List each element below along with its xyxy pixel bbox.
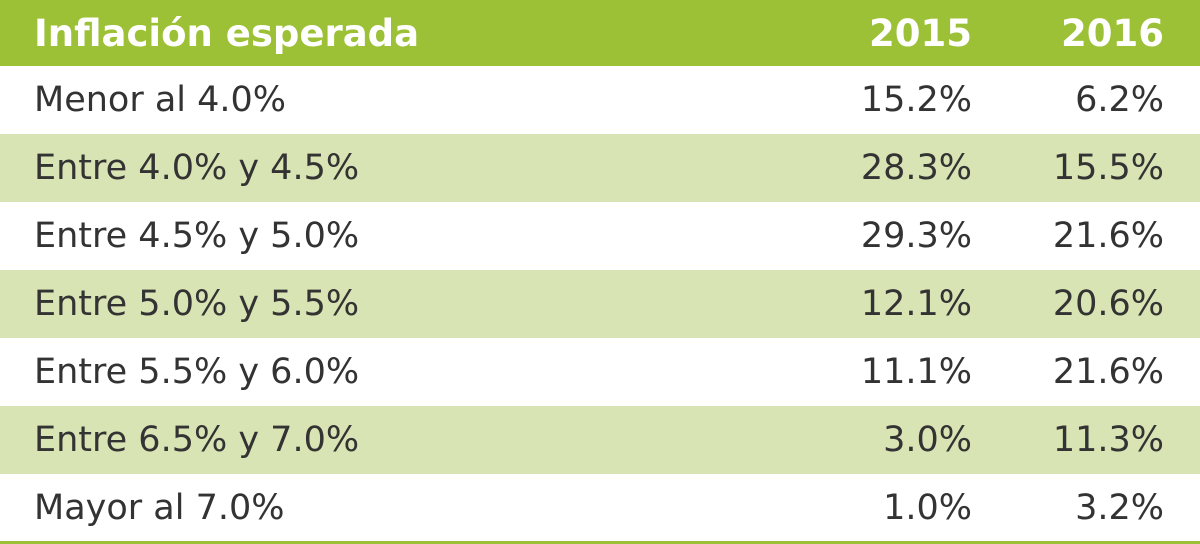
value-2015: 12.1% [860,284,972,324]
table-row: Entre 5.5% y 6.0% 11.1% 21.6% [0,338,1200,406]
header-year-2016: 2016 [1061,11,1164,55]
row-label: Menor al 4.0% [34,80,287,120]
table-row: Mayor al 7.0% 1.0% 3.2% [0,474,1200,542]
header-label: Inflación esperada [34,11,420,55]
table-row: Entre 4.0% y 4.5% 28.3% 15.5% [0,134,1200,202]
row-label: Entre 4.0% y 4.5% [34,148,360,188]
value-2015: 15.2% [860,80,972,120]
value-2015: 3.0% [883,420,972,460]
row-label: Entre 5.0% y 5.5% [34,284,360,324]
table-row: Menor al 4.0% 15.2% 6.2% [0,66,1200,134]
header-year-2015: 2015 [869,11,972,55]
table-row: Entre 5.0% y 5.5% 12.1% 20.6% [0,270,1200,338]
value-2016: 20.6% [1052,284,1164,324]
value-2015: 1.0% [883,488,972,528]
value-2016: 6.2% [1075,80,1164,120]
value-2016: 3.2% [1075,488,1164,528]
value-2015: 29.3% [860,216,972,256]
value-2016: 21.6% [1052,216,1164,256]
row-label: Entre 5.5% y 6.0% [34,352,360,392]
table-row: Entre 4.5% y 5.0% 29.3% 21.6% [0,202,1200,270]
value-2016: 11.3% [1052,420,1164,460]
table-header-row: Inflación esperada 2015 2016 [0,0,1200,66]
row-label: Entre 4.5% y 5.0% [34,216,360,256]
row-label: Mayor al 7.0% [34,488,285,528]
value-2015: 11.1% [860,352,972,392]
row-label: Entre 6.5% y 7.0% [34,420,360,460]
value-2016: 15.5% [1052,148,1164,188]
table-row: Entre 6.5% y 7.0% 3.0% 11.3% [0,406,1200,474]
value-2016: 21.6% [1052,352,1164,392]
value-2015: 28.3% [860,148,972,188]
